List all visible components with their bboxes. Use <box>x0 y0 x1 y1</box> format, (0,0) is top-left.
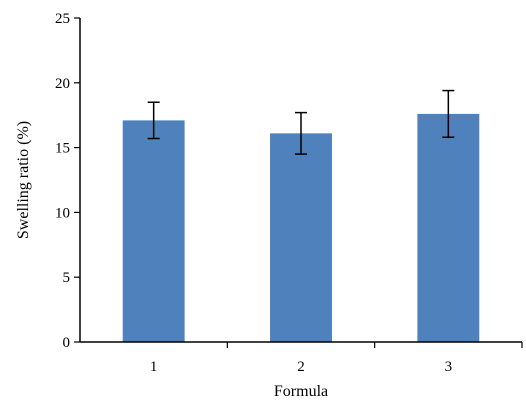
x-tick-label: 2 <box>297 359 305 375</box>
y-tick-label: 15 <box>55 141 70 157</box>
x-tick-label: 1 <box>150 359 158 375</box>
x-axis-title: Formula <box>274 383 328 400</box>
y-tick-label: 10 <box>55 205 70 221</box>
bars-group <box>122 113 480 343</box>
x-ticks-group: 1 2 3 <box>150 342 523 375</box>
error-bar-3 <box>442 89 455 138</box>
y-ticks-group: 0 5 10 15 20 25 <box>55 11 80 351</box>
bar-3 <box>417 113 480 343</box>
y-tick-label: 0 <box>63 335 71 351</box>
y-axis-title: Swelling ratio (%) <box>15 121 32 239</box>
error-bar-2 <box>295 111 307 155</box>
y-tick-label: 20 <box>55 76 70 92</box>
bar-2 <box>270 133 332 342</box>
y-tick-label: 25 <box>55 11 70 27</box>
error-bars-group <box>147 89 455 155</box>
x-tick-label: 3 <box>445 359 453 375</box>
y-tick-label: 5 <box>63 270 71 286</box>
error-bar-1 <box>147 101 160 140</box>
bar-1 <box>122 120 185 342</box>
